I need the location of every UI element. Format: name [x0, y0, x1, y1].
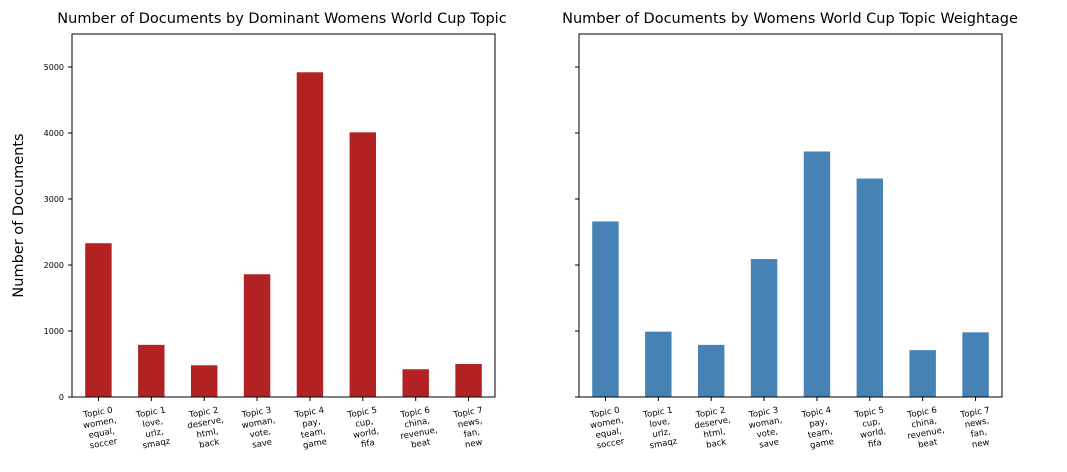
- x-tick-label: Topic 2deserve,html,back: [185, 405, 228, 452]
- bar-6: [402, 369, 429, 397]
- x-tick-label: Topic 7news,fan,new: [959, 406, 996, 452]
- x-tick-label: Topic 4pay,team,game: [293, 406, 330, 452]
- bar-0: [85, 243, 112, 397]
- chart-title: Number of Documents by Womens World Cup …: [562, 11, 1018, 27]
- x-tick-label: Topic 3woman,vote,save: [746, 405, 786, 452]
- y-tick-label: 3000: [44, 195, 64, 204]
- x-tick-label: Topic 0women,equal,soccer: [588, 405, 628, 452]
- bar-2: [697, 344, 725, 397]
- x-tick-label: Topic 1love,urlz,smaqz: [135, 406, 172, 452]
- bar-6: [909, 350, 936, 397]
- bar-2: [190, 365, 218, 397]
- x-tick-label: Topic 5cup,world,fifa: [346, 406, 383, 452]
- chart-panel-right: Number of Documents by Womens World Cup …: [562, 11, 1018, 452]
- bar-1: [138, 344, 165, 397]
- y-tick-label: 5000: [44, 63, 64, 72]
- x-tick-label: Topic 1love,urlz,smaqz: [642, 406, 679, 452]
- bar-3: [750, 259, 778, 397]
- plot-frame: [71, 33, 496, 398]
- x-tick-label: Topic 5cup,world,fifa: [853, 406, 890, 452]
- y-tick-label: 0: [59, 393, 64, 402]
- bar-0: [592, 221, 619, 397]
- plot-frame: [578, 33, 1003, 398]
- bar-3: [243, 274, 271, 397]
- y-axis-label: Number of Documents: [11, 133, 27, 297]
- x-tick-label: Topic 4pay,team,game: [800, 406, 837, 452]
- x-tick-label: Topic 7news,fan,new: [452, 406, 489, 452]
- chart-title: Number of Documents by Dominant Womens W…: [57, 11, 506, 27]
- y-tick-label: 1000: [44, 327, 64, 336]
- bar-4: [296, 72, 324, 397]
- x-tick-label: Topic 0women,equal,soccer: [81, 405, 121, 452]
- x-tick-label: Topic 6china,revenue,beat: [903, 405, 947, 452]
- chart-panel-left: Number of Documents by Dominant Womens W…: [11, 11, 507, 452]
- y-tick-label: 4000: [44, 129, 64, 138]
- x-tick-label: Topic 2deserve,html,back: [692, 405, 735, 452]
- bar-7: [962, 332, 989, 397]
- y-tick-label: 2000: [44, 261, 64, 270]
- bar-7: [455, 364, 482, 397]
- bar-5: [349, 132, 377, 397]
- bar-1: [645, 331, 672, 397]
- bar-4: [803, 151, 831, 397]
- bar-5: [856, 178, 884, 397]
- x-tick-label: Topic 3woman,vote,save: [239, 405, 279, 452]
- x-tick-label: Topic 6china,revenue,beat: [396, 405, 440, 452]
